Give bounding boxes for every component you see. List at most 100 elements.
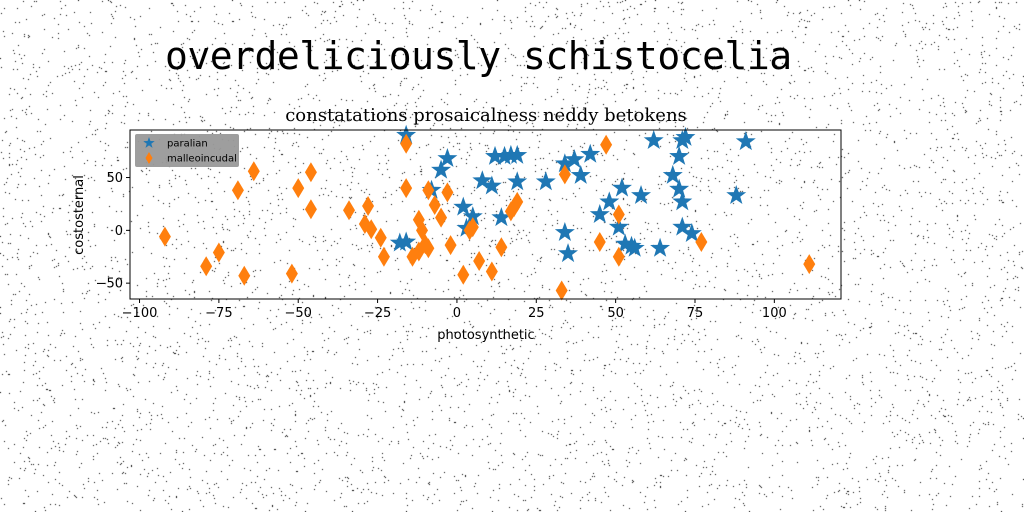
legend: paralian malleoincudal bbox=[135, 134, 239, 167]
diamond-marker bbox=[457, 264, 470, 285]
legend-star-marker bbox=[143, 137, 155, 148]
star-marker bbox=[564, 149, 585, 169]
diamond-marker bbox=[343, 200, 356, 221]
diamond-marker bbox=[247, 161, 260, 182]
diamond-marker bbox=[695, 231, 708, 252]
diamond-marker bbox=[285, 263, 298, 284]
diamond-marker bbox=[441, 182, 454, 203]
star-marker bbox=[669, 145, 690, 165]
diamond-marker bbox=[435, 207, 448, 228]
diamond-marker bbox=[238, 265, 251, 286]
diamond-marker bbox=[466, 217, 479, 238]
star-marker bbox=[491, 207, 512, 227]
diamond-marker bbox=[400, 178, 413, 199]
star-marker bbox=[481, 175, 502, 195]
star-marker bbox=[431, 159, 452, 179]
star-marker bbox=[507, 144, 528, 164]
star-marker bbox=[608, 216, 629, 236]
star-marker bbox=[389, 232, 410, 252]
star-marker bbox=[494, 145, 515, 165]
diamond-marker bbox=[558, 164, 571, 185]
star-marker bbox=[675, 126, 696, 146]
x-tick-label: 0 bbox=[453, 306, 461, 321]
diamond-marker bbox=[200, 256, 213, 277]
diamond-marker bbox=[495, 237, 508, 258]
diamond-marker bbox=[374, 227, 387, 248]
star-marker bbox=[462, 206, 483, 226]
x-tick-label: −75 bbox=[205, 306, 232, 321]
star-marker bbox=[612, 177, 632, 197]
star-marker bbox=[554, 153, 575, 173]
star-marker bbox=[631, 184, 652, 204]
y-tick-label: 0 bbox=[115, 224, 123, 239]
star-marker bbox=[599, 191, 620, 211]
star-marker bbox=[437, 148, 458, 168]
figure-suptitle: overdeliciously schistocelia bbox=[165, 34, 792, 78]
star-marker bbox=[580, 143, 601, 163]
diamond-marker bbox=[428, 194, 441, 215]
diamond-marker bbox=[485, 261, 498, 282]
x-tick-label: 50 bbox=[607, 306, 624, 321]
legend-label: paralian bbox=[167, 139, 208, 150]
legend-diamond-marker bbox=[145, 152, 153, 164]
star-marker bbox=[558, 243, 579, 263]
star-marker bbox=[726, 184, 747, 204]
star-marker bbox=[672, 191, 693, 211]
star-marker bbox=[485, 145, 506, 165]
chart-title: constatations prosaicalness neddy betoke… bbox=[285, 105, 687, 126]
star-marker bbox=[535, 171, 556, 191]
x-tick-label: 75 bbox=[687, 306, 704, 321]
diamond-marker bbox=[231, 180, 244, 201]
star-marker bbox=[669, 178, 690, 198]
diamond-marker bbox=[612, 246, 625, 267]
series-malleoincudal bbox=[158, 133, 816, 301]
diamond-marker bbox=[422, 238, 435, 259]
star-marker bbox=[554, 221, 575, 241]
star-marker bbox=[589, 204, 610, 223]
star-marker bbox=[507, 171, 528, 191]
plot-frame bbox=[129, 129, 842, 300]
y-tick-label: 50 bbox=[106, 171, 123, 186]
diamond-marker bbox=[473, 250, 486, 271]
star-marker bbox=[672, 216, 693, 236]
diamond-marker bbox=[304, 162, 317, 183]
legend-box bbox=[135, 134, 239, 167]
x-tick-label: −25 bbox=[364, 306, 391, 321]
diamond-marker bbox=[612, 204, 625, 225]
star-marker bbox=[570, 164, 591, 184]
star-marker bbox=[735, 131, 756, 151]
x-axis-ticks: −100 −75 −50 −25 0 25 50 75 100 bbox=[122, 299, 787, 321]
y-tick-label: −50 bbox=[96, 277, 123, 292]
star-marker bbox=[681, 223, 702, 243]
diamond-marker bbox=[304, 199, 317, 220]
star-marker bbox=[650, 237, 671, 257]
x-tick-label: −100 bbox=[122, 306, 158, 321]
diamond-marker bbox=[362, 196, 375, 217]
diamond-marker bbox=[555, 280, 568, 301]
diamond-marker bbox=[292, 178, 305, 199]
x-tick-label: 25 bbox=[528, 306, 545, 321]
diamond-marker bbox=[600, 134, 613, 155]
star-marker bbox=[643, 130, 664, 150]
star-marker bbox=[624, 237, 645, 257]
star-marker bbox=[662, 164, 683, 184]
legend-label: malleoincudal bbox=[167, 154, 237, 165]
y-axis-ticks: −50 0 50 bbox=[96, 171, 130, 292]
star-marker bbox=[472, 170, 493, 190]
star-marker bbox=[396, 231, 417, 251]
y-axis-label: costosternal bbox=[72, 175, 87, 255]
diamond-marker bbox=[158, 226, 171, 247]
diamond-marker bbox=[422, 180, 435, 201]
diamond-marker bbox=[377, 246, 390, 267]
x-tick-label: 100 bbox=[762, 306, 787, 321]
diamond-marker bbox=[444, 235, 457, 256]
x-tick-label: −50 bbox=[285, 306, 312, 321]
diamond-marker bbox=[365, 219, 378, 240]
x-axis-label: photosynthetic bbox=[437, 328, 534, 343]
star-marker bbox=[453, 196, 474, 216]
data-points bbox=[158, 124, 816, 301]
diamond-marker bbox=[511, 191, 524, 212]
diamond-marker bbox=[400, 133, 413, 154]
